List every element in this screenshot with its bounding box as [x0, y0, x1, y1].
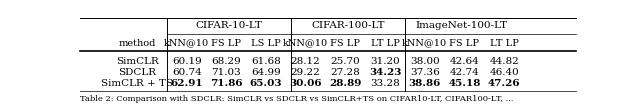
Text: kNN@10: kNN@10 — [402, 39, 447, 48]
Text: 29.22: 29.22 — [291, 68, 321, 77]
Text: LT LP: LT LP — [490, 39, 518, 48]
Text: 71.03: 71.03 — [211, 68, 241, 77]
Text: 38.00: 38.00 — [410, 57, 440, 66]
Text: 47.26: 47.26 — [488, 79, 520, 88]
Text: LS LP: LS LP — [251, 39, 281, 48]
Text: 38.86: 38.86 — [408, 79, 441, 88]
Text: 60.74: 60.74 — [172, 68, 202, 77]
Text: 28.12: 28.12 — [291, 57, 321, 66]
Text: 61.68: 61.68 — [251, 57, 281, 66]
Text: 33.28: 33.28 — [370, 79, 400, 88]
Text: CIFAR-100-LT: CIFAR-100-LT — [311, 21, 385, 30]
Text: 44.82: 44.82 — [489, 57, 519, 66]
Text: 27.28: 27.28 — [330, 68, 360, 77]
Text: kNN@10: kNN@10 — [283, 39, 328, 48]
Text: FS LP: FS LP — [330, 39, 360, 48]
Text: SimCLR + TS: SimCLR + TS — [101, 79, 173, 88]
Text: Table 2: Comparison with SDCLR: SimCLR vs SDCLR vs SimCLR+TS on CIFAR10-LT, CIFA: Table 2: Comparison with SDCLR: SimCLR v… — [80, 95, 513, 103]
Text: SimCLR: SimCLR — [116, 57, 159, 66]
Text: FS LP: FS LP — [449, 39, 479, 48]
Text: CIFAR-10-LT: CIFAR-10-LT — [195, 21, 262, 30]
Text: 60.19: 60.19 — [172, 57, 202, 66]
Text: ImageNet-100-LT: ImageNet-100-LT — [416, 21, 508, 30]
Text: 42.74: 42.74 — [449, 68, 479, 77]
Text: 37.36: 37.36 — [410, 68, 440, 77]
Text: 46.40: 46.40 — [489, 68, 519, 77]
Text: 68.29: 68.29 — [211, 57, 241, 66]
Text: 65.03: 65.03 — [250, 79, 282, 88]
Text: 34.23: 34.23 — [369, 68, 401, 77]
Text: SDCLR: SDCLR — [118, 68, 156, 77]
Text: 28.89: 28.89 — [329, 79, 362, 88]
Text: 45.18: 45.18 — [448, 79, 481, 88]
Text: LT LP: LT LP — [371, 39, 399, 48]
Text: 62.91: 62.91 — [170, 79, 203, 88]
Text: 42.64: 42.64 — [449, 57, 479, 66]
Text: kNN@10: kNN@10 — [164, 39, 209, 48]
Text: 25.70: 25.70 — [330, 57, 360, 66]
Text: 30.06: 30.06 — [289, 79, 322, 88]
Text: 31.20: 31.20 — [370, 57, 400, 66]
Text: method: method — [118, 39, 156, 48]
Text: 64.99: 64.99 — [251, 68, 281, 77]
Text: 71.86: 71.86 — [210, 79, 243, 88]
Text: FS LP: FS LP — [211, 39, 241, 48]
